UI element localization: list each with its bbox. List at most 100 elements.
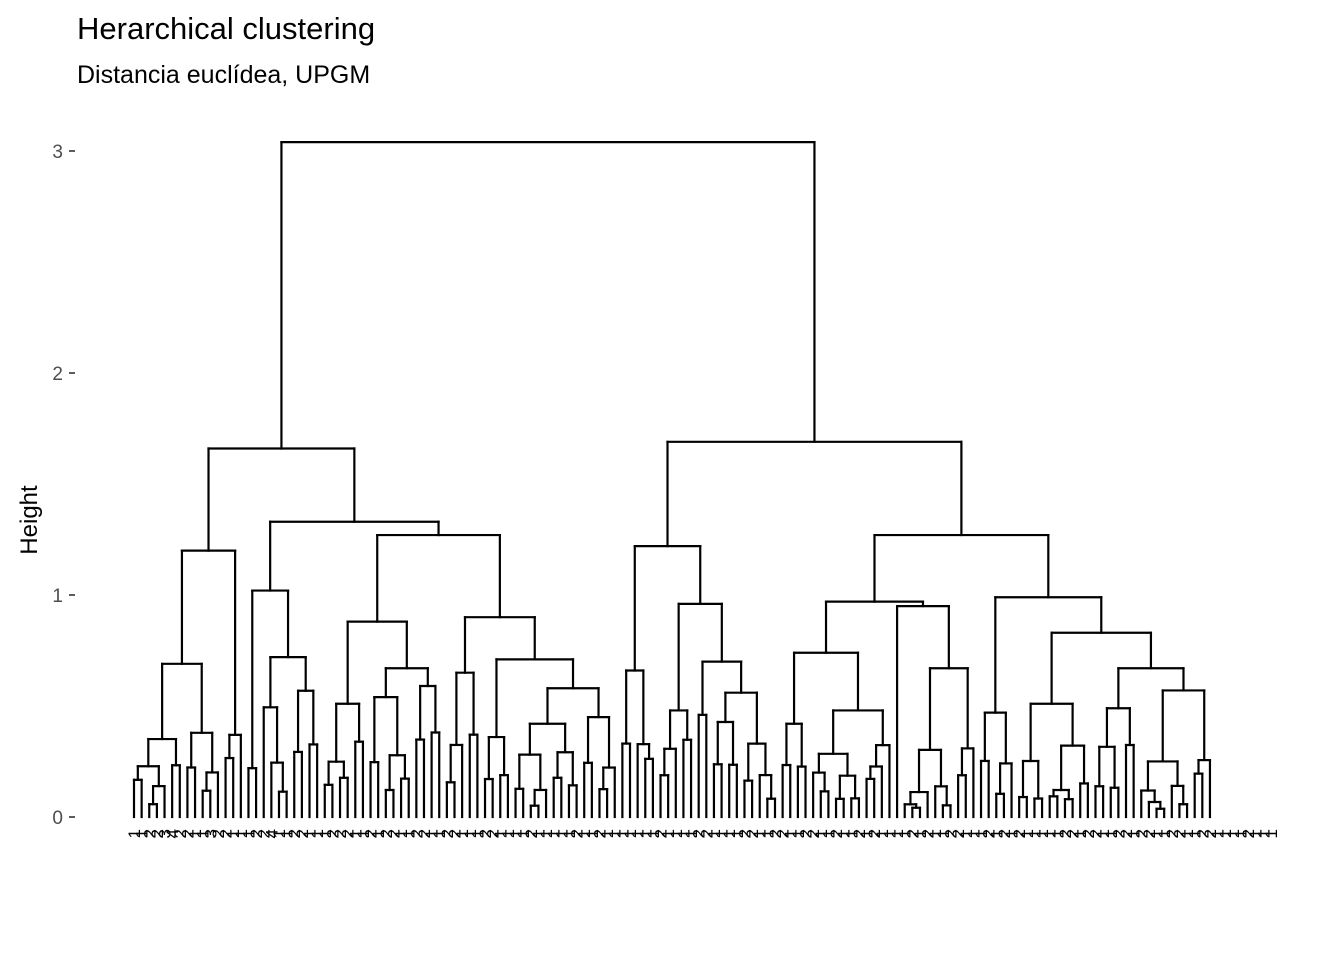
leaf-label: 1 (667, 829, 686, 838)
leaf-label: 2 (445, 829, 464, 838)
leaf-label: 1 (514, 829, 533, 838)
leaf-label: 1 (728, 829, 747, 838)
leaf-label: 1 (1155, 829, 1174, 838)
leaf-label: 1 (1224, 829, 1243, 838)
leaf-label: 2 (140, 829, 159, 838)
leaf-label: 1 (987, 829, 1006, 838)
leaf-label: 1 (713, 829, 732, 838)
leaf-label: 1 (606, 829, 625, 838)
leaf-label: 1 (613, 829, 632, 838)
leaf-label: 2 (1201, 829, 1220, 838)
leaf-label: 1 (842, 829, 861, 838)
leaf-label: 1 (911, 829, 930, 838)
leaf-label: 1 (1033, 829, 1052, 838)
leaf-label: 1 (1125, 829, 1144, 838)
y-tick-label: 0 (52, 808, 63, 829)
leaf-label: 2 (247, 829, 266, 838)
leaf-label: 1 (1003, 829, 1022, 838)
leaf-label: 1 (644, 829, 663, 838)
leaf-label: 2 (797, 829, 816, 838)
leaf-label: 2 (1132, 829, 1151, 838)
leaf-label: 1 (819, 829, 838, 838)
leaf-label: 1 (308, 829, 327, 838)
leaf-label: 1 (552, 829, 571, 838)
leaf-label: 2 (415, 829, 434, 838)
leaf-label: 2 (255, 829, 274, 838)
leaf-label: 1 (491, 829, 510, 838)
leaf-label: 3 (156, 829, 175, 838)
leaf-label: 2 (331, 829, 350, 838)
leaf-label: 2 (590, 829, 609, 838)
leaf-label: 1 (1025, 829, 1044, 838)
leaf-label: 1 (659, 829, 678, 838)
leaf-label: 1 (400, 829, 419, 838)
leaf-label: 2 (377, 829, 396, 838)
leaf-label: 1 (232, 829, 251, 838)
leaf-label: 1 (1094, 829, 1113, 838)
leaf-label: 1 (1041, 829, 1060, 838)
leaf-label: 2 (942, 829, 961, 838)
leaf-label: 1 (346, 829, 365, 838)
leaf-label: 1 (926, 829, 945, 838)
leaf-label: 1 (354, 829, 373, 838)
leaf-label: 1 (1254, 829, 1273, 838)
leaf-label: 1 (369, 829, 388, 838)
leaf-label: 2 (362, 829, 381, 838)
leaf-label: 2 (735, 829, 754, 838)
leaf-label: 2 (1163, 829, 1182, 838)
leaf-label: 1 (499, 829, 518, 838)
leaf-label: 1 (1148, 829, 1167, 838)
leaf-label: 1 (1102, 829, 1121, 838)
leaf-label: 4 (262, 829, 281, 838)
leaf-label: 2 (1117, 829, 1136, 838)
leaf-label: 1 (270, 829, 289, 838)
leaf-label: 1 (858, 829, 877, 838)
leaf-label: 2 (804, 829, 823, 838)
leaf-label: 2 (1086, 829, 1105, 838)
leaf-label: 2 (384, 829, 403, 838)
leaf-label: 1 (239, 829, 258, 838)
leaf-label: 1 (720, 829, 739, 838)
leaf-label: 1 (301, 829, 320, 838)
leaf-label: 2 (438, 829, 457, 838)
leaf-label: 2 (690, 829, 709, 838)
leaf-label: 2 (919, 829, 938, 838)
leaf-label: 1 (835, 829, 854, 838)
leaf-label: 1 (758, 829, 777, 838)
leaf-label: 2 (697, 829, 716, 838)
leaf-label: 1 (316, 829, 335, 838)
y-tick-label: 3 (52, 142, 63, 163)
leaf-label: 1 (629, 829, 648, 838)
leaf-label: 1 (529, 829, 548, 838)
leaf-label: 2 (995, 829, 1014, 838)
leaf-label: 1 (1262, 829, 1281, 838)
leaf-label: 2 (484, 829, 503, 838)
leaf-label: 1 (453, 829, 472, 838)
chart-subtitle: Distancia euclídea, UPGM (77, 61, 371, 89)
leaf-label: 1 (598, 829, 617, 838)
leaf-label: 2 (285, 829, 304, 838)
y-tick-label: 2 (52, 364, 63, 385)
leaf-label: 2 (774, 829, 793, 838)
leaf-label: 1 (781, 829, 800, 838)
leaf-label: 1 (964, 829, 983, 838)
leaf-label: 2 (1239, 829, 1258, 838)
leaf-label: 2 (171, 829, 190, 838)
leaf-label: 2 (1064, 829, 1083, 838)
leaf-label: 2 (1010, 829, 1029, 838)
leaf-label: 2 (178, 829, 197, 838)
leaf-label: 1 (133, 829, 152, 838)
leaf-label: 2 (293, 829, 312, 838)
leaf-label: 2 (407, 829, 426, 838)
leaf-label: 2 (568, 829, 587, 838)
leaf-label: 1 (392, 829, 411, 838)
leaf-label: 1 (278, 829, 297, 838)
leaf-label: 1 (583, 829, 602, 838)
leaf-label: 2 (1056, 829, 1075, 838)
leaf-label: 2 (865, 829, 884, 838)
leaf-label: 1 (224, 829, 243, 838)
y-tick-label: 1 (52, 586, 63, 607)
leaf-label: 1 (194, 829, 213, 838)
